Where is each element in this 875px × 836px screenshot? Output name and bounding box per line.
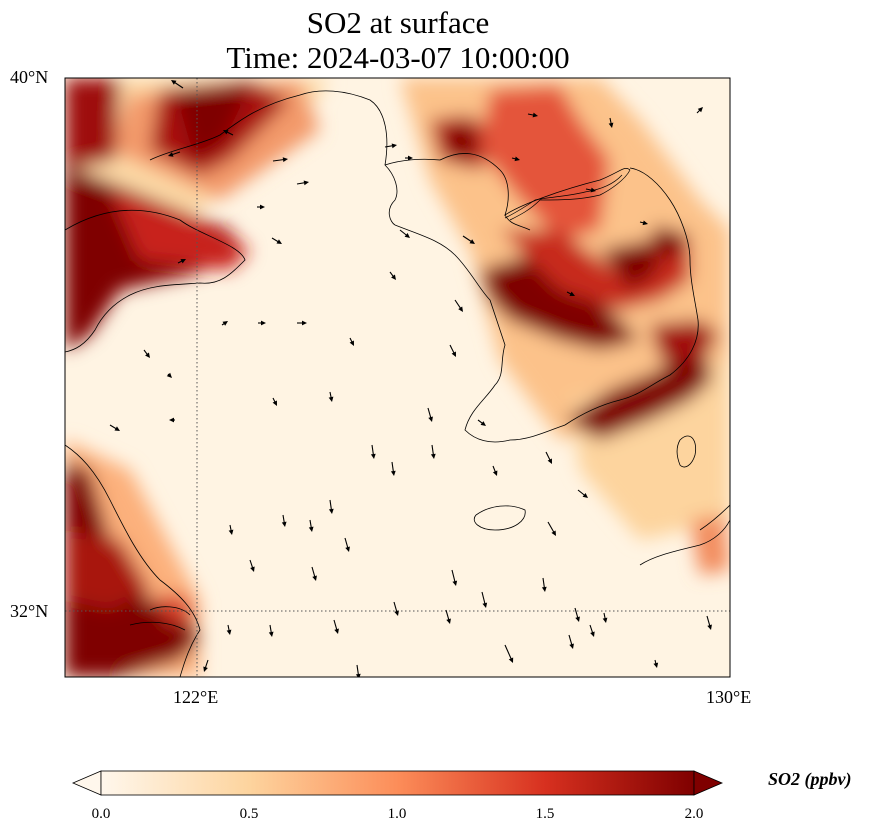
wind-arrow-head bbox=[226, 629, 232, 635]
wind-arrow-head bbox=[114, 426, 120, 431]
colorbar-gradient bbox=[100, 770, 695, 796]
wind-arrow-head bbox=[608, 122, 614, 128]
wind-arrow-head bbox=[228, 529, 234, 535]
wind-arrow-head bbox=[408, 155, 413, 161]
wind-arrow-head bbox=[569, 291, 575, 296]
wind-arrow-head bbox=[261, 320, 266, 326]
wind-arrow-head bbox=[458, 306, 463, 312]
wind-arrow-head bbox=[446, 618, 451, 624]
wind-arrow-head bbox=[452, 580, 458, 586]
wind-arrow-head bbox=[391, 274, 396, 280]
wind-arrow-head bbox=[394, 610, 399, 616]
lat-label-40: 40°N bbox=[10, 67, 49, 87]
wind-arrow-head bbox=[281, 521, 287, 527]
map-timestamp: Time: 2024-03-07 10:00:00 bbox=[226, 40, 570, 75]
wind-arrow-head bbox=[145, 352, 150, 358]
wind-arrow-head bbox=[355, 673, 361, 677]
wind-arrow-head bbox=[602, 617, 608, 623]
wind-arrow-head bbox=[328, 396, 334, 402]
wind-arrow-head bbox=[250, 566, 255, 572]
map-frame bbox=[64, 77, 731, 678]
wind-arrow-head bbox=[541, 586, 547, 592]
wind-arrow-head bbox=[514, 156, 520, 162]
wind-arrow-head bbox=[303, 180, 309, 186]
colorbar-tick-label: 0.0 bbox=[91, 806, 111, 822]
wind-arrow-head bbox=[480, 421, 486, 426]
wind-arrow-head bbox=[180, 259, 186, 264]
wind-arrow-head bbox=[260, 204, 265, 210]
colorbar bbox=[71, 770, 724, 796]
wind-arrow-head bbox=[268, 631, 274, 637]
wind-arrow-head bbox=[430, 453, 436, 459]
colorbar-label: SO2 (ppbv) bbox=[768, 769, 852, 789]
wind-arrow-head bbox=[469, 239, 475, 244]
wind-arrow-head bbox=[508, 657, 514, 663]
wind-arrow-head bbox=[582, 493, 588, 498]
wind-arrow-head bbox=[349, 340, 354, 346]
colorbar-tick-label: 1.0 bbox=[387, 806, 407, 822]
colorbar-tick-label: 1.5 bbox=[535, 806, 555, 822]
wind-arrow-head bbox=[590, 631, 595, 637]
wind-arrow-head bbox=[391, 143, 397, 149]
wind-arrow-head bbox=[203, 666, 208, 672]
colorbar-tick-label: 0.5 bbox=[239, 806, 259, 822]
wind-arrow-head bbox=[282, 157, 288, 163]
wind-vectors bbox=[109, 80, 712, 677]
wind-arrow-head bbox=[404, 233, 410, 238]
wind-arrow-head bbox=[642, 220, 648, 226]
lon-label-130: 130°E bbox=[706, 687, 752, 707]
wind-arrow-head bbox=[272, 400, 277, 406]
wind-arrow-head bbox=[302, 320, 307, 326]
wind-arrow-head bbox=[390, 470, 396, 476]
coastlines bbox=[65, 90, 730, 677]
lon-label-122: 122°E bbox=[173, 687, 219, 707]
wind-arrow-head bbox=[575, 616, 580, 622]
wind-arrow-head bbox=[547, 458, 552, 464]
wind-arrow-head bbox=[328, 508, 334, 514]
wind-arrow-head bbox=[451, 351, 456, 357]
wind-arrow-head bbox=[569, 643, 574, 649]
wind-arrow-head bbox=[697, 107, 703, 113]
wind-arrow-head bbox=[312, 575, 317, 581]
wind-arrow-head bbox=[590, 187, 596, 193]
wind-arrow-head bbox=[223, 130, 229, 135]
wind-arrow-head bbox=[532, 112, 538, 118]
lat-label-32: 32°N bbox=[10, 601, 49, 621]
wind-arrow-head bbox=[308, 526, 314, 532]
wind-arrow-head bbox=[334, 628, 339, 634]
wind-arrow-head bbox=[171, 80, 177, 85]
wind-arrow-head bbox=[492, 470, 498, 476]
colorbar-extend-max bbox=[693, 770, 724, 796]
colorbar-extend-min bbox=[71, 770, 102, 796]
so2-field bbox=[65, 78, 730, 677]
wind-arrow-head bbox=[428, 416, 433, 422]
wind-arrow-head bbox=[653, 662, 659, 668]
wind-arrow-head bbox=[551, 530, 556, 536]
wind-arrow-head bbox=[276, 239, 282, 244]
map-title: SO2 at surface bbox=[306, 5, 490, 40]
wind-arrow-head bbox=[707, 624, 712, 630]
wind-arrow-head bbox=[168, 152, 174, 157]
wind-arrow-head bbox=[482, 602, 488, 608]
wind-arrow-head bbox=[370, 453, 376, 459]
wind-arrow-head bbox=[169, 417, 174, 423]
colorbar-tick-label: 2.0 bbox=[684, 806, 704, 822]
wind-arrow-head bbox=[222, 321, 228, 326]
wind-arrow-head bbox=[345, 546, 350, 552]
wind-arrow-head bbox=[166, 372, 172, 378]
